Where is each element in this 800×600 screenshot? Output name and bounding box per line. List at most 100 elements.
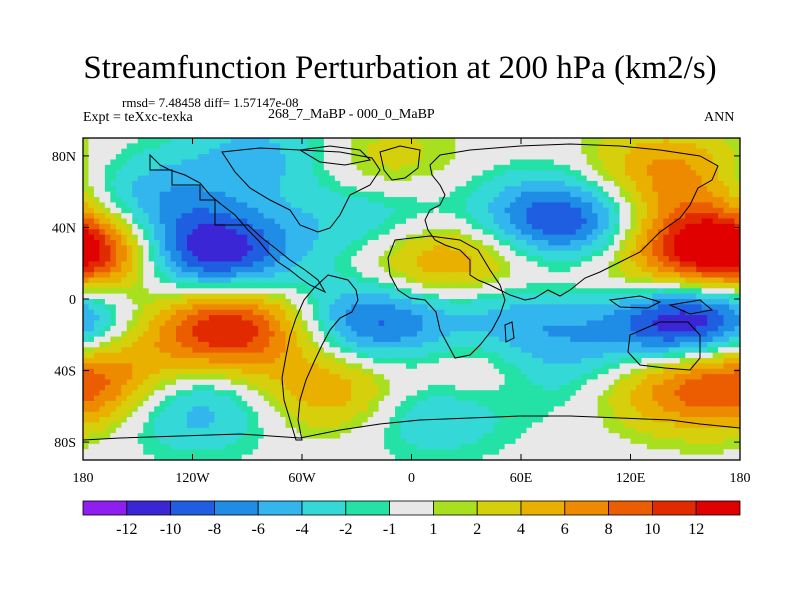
field-cell bbox=[296, 213, 303, 220]
field-cell bbox=[367, 347, 374, 354]
field-cell bbox=[460, 433, 467, 440]
field-cell bbox=[345, 186, 352, 193]
field-cell bbox=[285, 213, 292, 220]
field-cell bbox=[208, 218, 215, 225]
field-cell bbox=[329, 175, 336, 182]
field-cell bbox=[362, 417, 369, 424]
field-cell bbox=[263, 443, 270, 450]
field-cell bbox=[137, 400, 144, 407]
field-cell bbox=[280, 180, 287, 187]
field-cell bbox=[356, 261, 363, 268]
field-cell bbox=[356, 256, 363, 263]
field-cell bbox=[192, 438, 199, 445]
field-cell bbox=[93, 379, 101, 386]
field-cell bbox=[88, 138, 95, 144]
field-cell bbox=[170, 250, 177, 257]
field-cell bbox=[274, 143, 281, 150]
field-cell bbox=[373, 175, 380, 182]
field-cell bbox=[291, 400, 298, 407]
field-cell bbox=[241, 175, 248, 182]
field-cell bbox=[88, 454, 95, 460]
field-cell bbox=[143, 266, 150, 273]
field-cell bbox=[83, 239, 90, 246]
field-cell bbox=[132, 175, 139, 182]
field-cell bbox=[219, 272, 226, 279]
field-cell bbox=[406, 277, 413, 284]
field-cell bbox=[422, 239, 429, 246]
field-cell bbox=[400, 320, 407, 327]
field-cell bbox=[263, 368, 270, 375]
field-cell bbox=[214, 175, 221, 182]
field-cell bbox=[384, 143, 391, 150]
field-cell bbox=[499, 272, 506, 279]
field-cell bbox=[93, 218, 101, 225]
field-cell bbox=[143, 438, 150, 445]
field-cell bbox=[258, 175, 265, 182]
field-cell bbox=[466, 229, 473, 236]
field-cell bbox=[471, 288, 478, 295]
field-cell bbox=[291, 277, 298, 284]
field-cell bbox=[219, 320, 226, 327]
field-cell bbox=[121, 374, 128, 381]
field-cell bbox=[296, 234, 303, 241]
field-cell bbox=[176, 293, 183, 300]
field-cell bbox=[104, 293, 111, 300]
field-cell bbox=[258, 341, 265, 348]
field-cell bbox=[329, 250, 336, 257]
field-cell bbox=[329, 454, 336, 460]
field-cell bbox=[416, 363, 424, 370]
field-cell bbox=[477, 223, 484, 230]
field-cell bbox=[515, 277, 522, 284]
field-cell bbox=[345, 288, 352, 295]
field-cell bbox=[159, 293, 166, 300]
field-cell bbox=[126, 363, 133, 370]
field-cell bbox=[531, 363, 539, 370]
field-cell bbox=[351, 368, 358, 375]
field-cell bbox=[531, 223, 539, 230]
field-cell bbox=[318, 229, 325, 236]
field-cell bbox=[280, 449, 287, 456]
field-cell bbox=[225, 411, 232, 418]
field-cell bbox=[400, 384, 407, 391]
field-cell bbox=[269, 213, 276, 220]
field-cell bbox=[482, 261, 489, 268]
field-cell bbox=[154, 411, 161, 418]
field-cell bbox=[241, 433, 248, 440]
field-cell bbox=[219, 422, 226, 429]
field-cell bbox=[187, 411, 194, 418]
field-cell bbox=[356, 148, 363, 155]
field-cell bbox=[307, 384, 314, 391]
field-cell bbox=[334, 239, 341, 246]
field-cell bbox=[510, 191, 517, 198]
field-cell bbox=[83, 433, 90, 440]
field-cell bbox=[504, 175, 511, 182]
field-cell bbox=[466, 213, 473, 220]
field-cell bbox=[411, 320, 418, 327]
field-cell bbox=[110, 261, 117, 268]
field-cell bbox=[176, 191, 183, 198]
field-cell bbox=[471, 449, 478, 456]
field-cell bbox=[515, 148, 522, 155]
field-cell bbox=[121, 454, 128, 460]
field-cell bbox=[241, 325, 248, 332]
field-cell bbox=[384, 336, 391, 343]
field-cell bbox=[488, 427, 495, 434]
field-cell bbox=[192, 170, 199, 177]
field-cell bbox=[515, 390, 522, 397]
field-cell bbox=[154, 433, 161, 440]
field-cell bbox=[515, 197, 522, 203]
field-cell bbox=[373, 159, 380, 166]
field-cell bbox=[83, 223, 90, 230]
field-cell bbox=[362, 234, 369, 241]
field-cell bbox=[187, 395, 194, 402]
field-cell bbox=[307, 175, 314, 182]
field-cell bbox=[192, 379, 199, 386]
field-cell bbox=[466, 331, 473, 338]
field-cell bbox=[104, 234, 111, 241]
field-cell bbox=[170, 223, 177, 230]
field-cell bbox=[438, 443, 445, 450]
field-cell bbox=[263, 229, 270, 236]
field-cell bbox=[258, 282, 265, 289]
field-cell bbox=[126, 320, 133, 327]
field-cell bbox=[291, 309, 298, 316]
